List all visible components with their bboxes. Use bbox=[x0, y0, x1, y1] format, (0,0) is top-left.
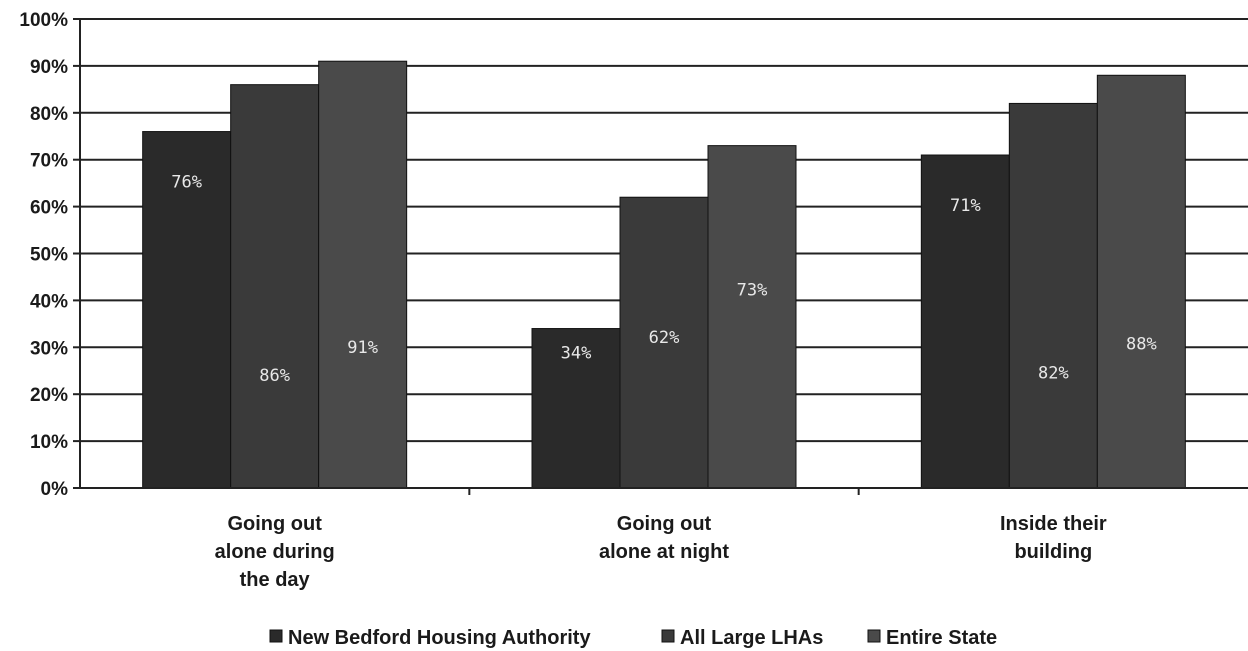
y-tick-label: 70% bbox=[30, 151, 68, 172]
legend-swatch bbox=[269, 629, 283, 643]
x-category-label: the day bbox=[240, 569, 311, 591]
data-labels: 76% 86% 91% 34% 62% 73% 71% 82% 88% bbox=[171, 172, 1156, 386]
y-tick-label: 50% bbox=[30, 245, 68, 266]
y-tick-label: 60% bbox=[30, 198, 68, 219]
y-tick-label: 80% bbox=[30, 104, 68, 125]
bar bbox=[1096, 74, 1186, 489]
y-tick-label: 100% bbox=[19, 10, 68, 31]
data-label: 62% bbox=[649, 328, 680, 348]
bar bbox=[1008, 102, 1098, 489]
x-axis-categories: Going out alone during the day Going out alo… bbox=[215, 513, 1107, 591]
y-axis-ticks: 0% 10% 20% 30% 40% 50% 60% 70% 80% 90% 100% bbox=[19, 10, 68, 500]
bar bbox=[531, 328, 621, 489]
x-category-label: Going out bbox=[617, 513, 712, 535]
y-tick-label: 10% bbox=[30, 432, 68, 453]
bar bbox=[142, 131, 232, 489]
legend-label: All Large LHAs bbox=[680, 627, 823, 649]
legend-swatch bbox=[867, 629, 881, 643]
data-label: 82% bbox=[1038, 364, 1069, 384]
x-category-label: building bbox=[1014, 541, 1092, 563]
bar bbox=[920, 154, 1010, 489]
bar bbox=[619, 196, 709, 489]
data-label: 88% bbox=[1126, 335, 1157, 355]
bar bbox=[230, 84, 320, 489]
data-label: 71% bbox=[950, 196, 981, 216]
bar bbox=[318, 60, 408, 489]
y-tick-label: 30% bbox=[30, 338, 68, 359]
axes bbox=[73, 18, 1248, 495]
y-tick-label: 20% bbox=[30, 385, 68, 406]
data-label: 76% bbox=[171, 172, 202, 192]
legend: New Bedford Housing Authority All Large L… bbox=[269, 627, 997, 649]
bar bbox=[707, 145, 797, 489]
data-label: 34% bbox=[561, 343, 592, 363]
y-tick-label: 40% bbox=[30, 291, 68, 312]
legend-swatch bbox=[661, 629, 675, 643]
legend-label: New Bedford Housing Authority bbox=[288, 627, 591, 649]
x-category-label: Inside their bbox=[1000, 513, 1107, 535]
x-category-label: alone at night bbox=[599, 541, 729, 563]
data-label: 73% bbox=[737, 280, 768, 300]
data-label: 91% bbox=[347, 338, 378, 358]
x-category-label: Going out bbox=[227, 513, 322, 535]
legend-label: Entire State bbox=[886, 627, 997, 649]
y-tick-label: 90% bbox=[30, 57, 68, 78]
y-tick-label: 0% bbox=[41, 479, 69, 500]
data-label: 86% bbox=[259, 366, 290, 386]
bars bbox=[142, 60, 1186, 489]
x-category-label: alone during bbox=[215, 541, 335, 563]
